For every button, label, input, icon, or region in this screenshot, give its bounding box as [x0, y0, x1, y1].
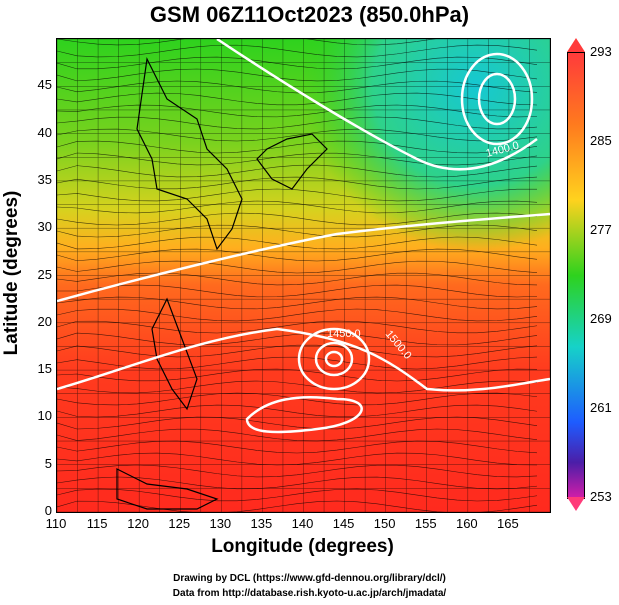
- y-tick-label: 30: [37, 219, 52, 235]
- y-tick-label: 25: [37, 266, 52, 282]
- height-contours: [57, 39, 550, 434]
- y-tick-label: 15: [37, 361, 52, 377]
- x-tick-label: 135: [250, 516, 273, 531]
- colorbar-tick-label: 253: [590, 489, 612, 504]
- colorbar-tick-label: 269: [590, 311, 612, 326]
- y-tick-label: 45: [37, 77, 52, 93]
- credit-data: Data from http://database.rish.kyoto-u.a…: [172, 588, 447, 599]
- x-tick-label: 145: [332, 516, 355, 531]
- colorbar-tick-label: 261: [590, 400, 612, 415]
- streamlines: [57, 39, 538, 512]
- chart-title: GSM 06Z11Oct2023 (850.0hPa): [149, 2, 470, 27]
- colorbar: [567, 52, 585, 499]
- y-tick-label: 0: [44, 503, 52, 518]
- graticule: [57, 39, 550, 512]
- colorbar-top-cap: [567, 38, 585, 52]
- y-tick-label: 5: [44, 455, 52, 471]
- x-tick-label: 125: [168, 516, 191, 531]
- colorbar-tick-label: 285: [590, 133, 612, 148]
- contour-label: 1450.0: [327, 328, 361, 340]
- colorbar-tick-label: 293: [590, 44, 612, 59]
- y-tick-label: 35: [37, 171, 52, 187]
- x-tick-label: 155: [414, 516, 437, 531]
- x-tick-label: 110: [45, 516, 67, 531]
- coastlines: [116, 57, 328, 510]
- x-tick-label: 165: [497, 516, 519, 531]
- x-tick-label: 160: [455, 516, 478, 531]
- x-axis-label: Longitude (degrees): [211, 536, 394, 557]
- x-tick-label: 150: [373, 516, 396, 531]
- credit-drawing: Drawing by DCL (https://www.gfd-dennou.o…: [173, 573, 446, 584]
- x-tick-label: 140: [291, 516, 314, 531]
- y-tick-label: 20: [37, 313, 52, 329]
- x-tick-label: 115: [86, 516, 108, 531]
- y-tick-label: 40: [37, 124, 52, 140]
- colorbar-bottom-cap: [567, 497, 585, 511]
- x-tick-label: 120: [127, 516, 149, 531]
- y-tick-label: 10: [37, 408, 52, 424]
- map-canvas: 1450.0 1500.0 1400.0: [57, 39, 550, 512]
- colorbar-tick-label: 277: [590, 222, 612, 237]
- map-plot-area: 1450.0 1500.0 1400.0: [56, 38, 551, 513]
- x-tick-label: 130: [209, 516, 232, 531]
